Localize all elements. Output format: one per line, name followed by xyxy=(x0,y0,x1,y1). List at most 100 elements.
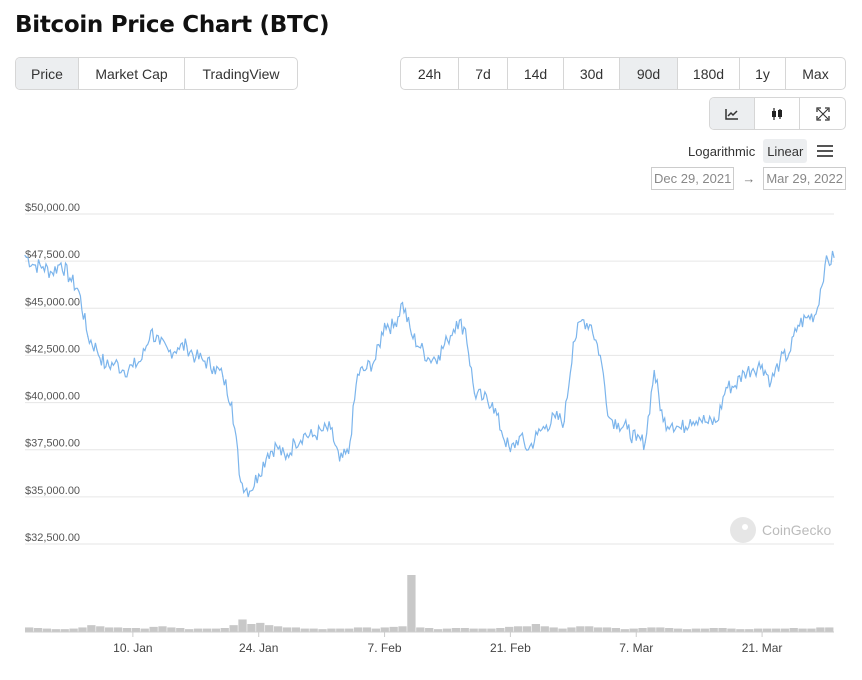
price-point xyxy=(96,349,98,351)
price-point xyxy=(87,335,89,338)
price-point xyxy=(554,417,556,419)
volume-bar xyxy=(380,627,389,632)
volume-bar xyxy=(522,626,532,632)
volume-bar xyxy=(478,628,487,632)
price-point xyxy=(419,347,422,349)
x-tick-label: 7. Mar xyxy=(619,641,653,655)
candlestick-button[interactable] xyxy=(755,98,800,129)
tab-price[interactable]: Price xyxy=(16,58,79,89)
volume-bar xyxy=(433,629,443,632)
volume-bar xyxy=(69,628,78,632)
price-point xyxy=(734,385,736,387)
fullscreen-button[interactable] xyxy=(800,98,845,129)
tab-market-cap[interactable]: Market Cap xyxy=(79,58,185,89)
price-point xyxy=(356,373,359,375)
price-point xyxy=(446,339,449,341)
volume-bar xyxy=(416,627,425,632)
volume-bar xyxy=(638,628,647,632)
volume-bar xyxy=(42,628,52,632)
range-14d-button[interactable]: 14d xyxy=(508,58,564,89)
price-point xyxy=(716,420,718,423)
price-point xyxy=(213,366,215,368)
x-tick-label: 21. Mar xyxy=(742,641,783,655)
price-point xyxy=(761,364,763,366)
price-point xyxy=(797,324,799,326)
y-tick-label: $35,000.00 xyxy=(25,485,80,497)
volume-bar xyxy=(700,628,709,632)
volume-bar xyxy=(87,625,96,632)
volume-bar xyxy=(727,628,736,632)
linear-option[interactable]: Linear xyxy=(763,139,808,163)
volume-bar xyxy=(202,628,212,632)
volume-bar xyxy=(585,626,594,632)
range-24h-button[interactable]: 24h xyxy=(401,58,459,89)
volume-bar xyxy=(753,628,763,632)
price-point xyxy=(545,424,547,426)
volume-bar xyxy=(185,629,194,632)
price-point xyxy=(312,435,314,438)
date-from-input[interactable]: Dec 29, 2021 xyxy=(651,167,735,190)
volume-bar xyxy=(762,628,772,632)
chart-type-tabs: Price Market Cap TradingView xyxy=(15,57,298,90)
price-series-line xyxy=(24,250,835,498)
volume-bar xyxy=(229,625,238,632)
volume-bar xyxy=(327,628,336,632)
price-point xyxy=(707,422,709,424)
logarithmic-option[interactable]: Logarithmic xyxy=(688,143,756,159)
volume-bar xyxy=(807,628,816,632)
price-point xyxy=(680,428,682,430)
tab-tradingview[interactable]: TradingView xyxy=(202,65,280,82)
volume-bar xyxy=(176,628,185,632)
price-point xyxy=(410,334,413,336)
volume-bar xyxy=(540,626,549,632)
volume-bar xyxy=(33,628,43,632)
price-point xyxy=(321,430,323,432)
volume-bar xyxy=(291,627,300,632)
price-point xyxy=(824,264,826,266)
volume-bar xyxy=(167,627,176,632)
price-point xyxy=(123,369,125,372)
range-180d-button[interactable]: 180d xyxy=(678,58,740,89)
price-point xyxy=(105,366,107,368)
price-point xyxy=(464,328,467,330)
volume-bar xyxy=(709,628,718,632)
price-point xyxy=(249,490,251,492)
price-point xyxy=(779,360,781,362)
volume-bar xyxy=(620,629,629,632)
volume-bar xyxy=(442,628,452,632)
price-point xyxy=(132,366,134,368)
price-point xyxy=(195,356,197,358)
range-30d-button[interactable]: 30d xyxy=(564,58,620,89)
fullscreen-icon xyxy=(815,106,830,121)
volume-bar xyxy=(780,628,789,632)
volume-bar xyxy=(398,626,407,632)
hamburger-menu-icon[interactable] xyxy=(817,142,834,160)
volume-bar xyxy=(816,627,825,632)
volume-bar xyxy=(407,575,416,632)
volume-bar xyxy=(460,628,469,632)
range-7d-button[interactable]: 7d xyxy=(459,58,508,89)
range-max-button[interactable]: Max xyxy=(802,65,829,82)
volume-bar xyxy=(105,627,114,632)
volume-bar xyxy=(656,627,665,632)
volume-bar xyxy=(122,628,132,632)
price-point xyxy=(69,277,71,279)
x-tick-label: 10. Jan xyxy=(113,641,152,655)
range-90d-button[interactable]: 90d xyxy=(620,58,678,89)
price-point xyxy=(78,290,80,292)
coingecko-logo-icon xyxy=(730,517,756,543)
price-point xyxy=(752,368,754,370)
price-point xyxy=(815,313,817,315)
line-chart-button[interactable] xyxy=(710,98,755,129)
volume-bar xyxy=(158,626,167,632)
price-point xyxy=(24,254,26,257)
price-point xyxy=(644,441,646,443)
range-1y-button[interactable]: 1y xyxy=(740,58,786,89)
volume-bar xyxy=(345,628,354,632)
price-point xyxy=(635,439,637,441)
y-tick-label: $32,500.00 xyxy=(25,532,80,544)
price-point xyxy=(626,428,628,430)
date-to-input[interactable]: Mar 29, 2022 xyxy=(763,167,846,190)
price-point xyxy=(401,302,404,304)
price-point xyxy=(374,358,377,360)
